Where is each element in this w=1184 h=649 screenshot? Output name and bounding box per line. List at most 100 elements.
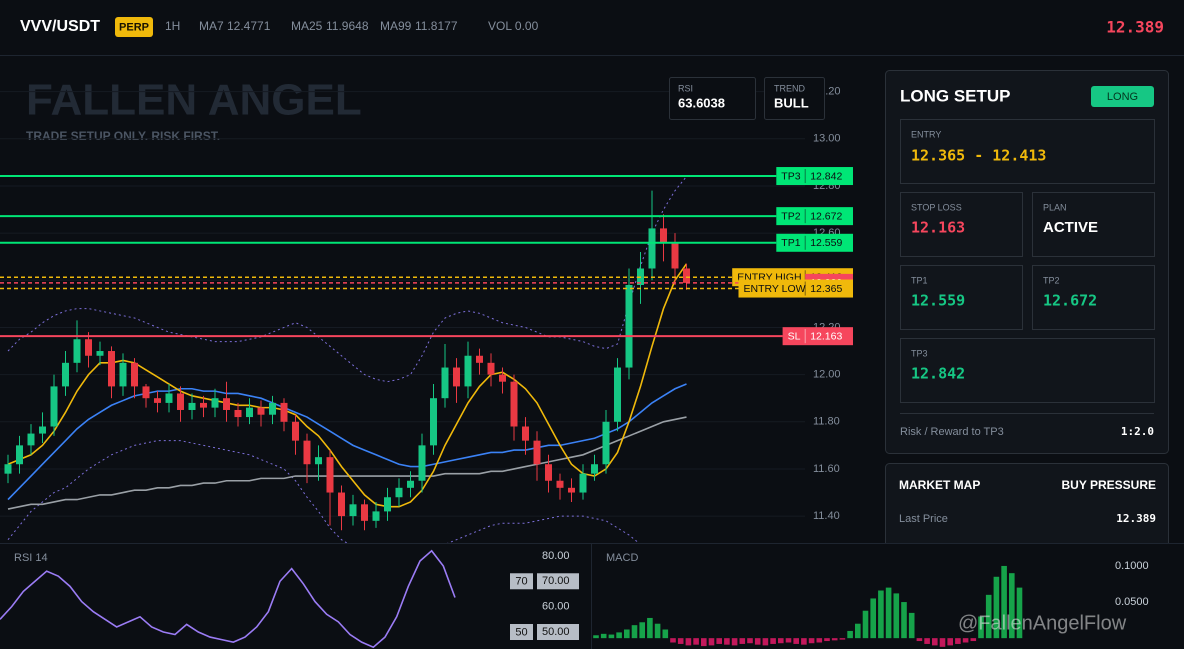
plan-value: ACTIVE: [1043, 219, 1098, 236]
market-title: MARKET MAP: [899, 478, 980, 492]
macd-bar: [716, 638, 722, 644]
macd-bar: [754, 638, 761, 645]
watermark-title: FALLEN ANGEL: [26, 76, 362, 125]
side-badge: LONG: [1107, 91, 1138, 103]
macd-bar: [793, 638, 799, 644]
ma-line: [7, 383, 687, 501]
plan-label: PLAN: [1043, 202, 1067, 212]
rsi-plot: [0, 549, 456, 649]
candle-body: [602, 421, 610, 465]
market-status: BUY PRESSURE: [1062, 478, 1156, 492]
macd-bar: [808, 638, 815, 644]
candle-body: [361, 504, 368, 521]
rsi-level-tag: [510, 624, 533, 641]
candle-body: [269, 402, 276, 415]
rsi-title: RSI 14: [14, 552, 48, 564]
candle-body: [510, 381, 518, 427]
candle-body: [50, 386, 58, 427]
rsi-tick-label: 60.00: [542, 601, 570, 613]
volume: VOL 0.00: [488, 19, 539, 33]
candle-body: [257, 407, 265, 415]
info-box: [764, 77, 825, 120]
candle-body: [4, 464, 12, 474]
candle-body: [625, 284, 633, 368]
candle-body: [648, 228, 656, 269]
level-label: ENTRY LOW: [744, 283, 806, 295]
ma-value: 11.8177: [415, 19, 458, 33]
level-value: 12.559: [810, 237, 842, 249]
y-tick-label: 12.00: [813, 369, 841, 381]
macd-bar: [701, 638, 707, 647]
level-tag: [738, 279, 853, 298]
candle-body: [131, 362, 138, 387]
level-value: 12.365: [810, 283, 842, 295]
candle-body: [292, 421, 299, 441]
rsi-tick-label: 80.00: [542, 550, 570, 562]
macd-bar: [724, 638, 730, 645]
macd-bar: [955, 638, 961, 644]
info-value: 63.6038: [678, 95, 725, 110]
macd-bar: [801, 638, 807, 645]
macd-bar: [893, 593, 900, 639]
candle-body: [326, 457, 334, 493]
plot: [4, 176, 690, 543]
macd-bar: [785, 638, 792, 643]
entry-box: [900, 119, 1155, 184]
macd-bar: [608, 634, 615, 639]
macd-bar: [885, 587, 892, 639]
macd-bar: [731, 638, 738, 646]
candle-body: [280, 402, 288, 422]
candle-body: [85, 339, 92, 356]
setup-card: [885, 70, 1169, 454]
macd-bar: [685, 638, 692, 646]
y-tick-label: 11.80: [813, 416, 840, 428]
level-value: 12.842: [810, 170, 842, 182]
macd-bar: [631, 625, 638, 639]
stop-box: [900, 192, 1023, 257]
candle-body: [234, 409, 242, 418]
macd-bar: [616, 632, 622, 639]
candle-body: [119, 362, 127, 387]
band-line: [7, 440, 640, 543]
candle-body: [315, 457, 322, 465]
macd-bar: [593, 635, 599, 639]
rsi-level-tag: [510, 573, 533, 590]
candle-body: [430, 398, 437, 446]
candle-body: [73, 339, 81, 363]
level-label: TP1: [781, 237, 800, 249]
macd-title: MACD: [606, 552, 638, 564]
rr-label: Risk / Reward to TP3: [900, 426, 1004, 438]
ma-name: MA25: [291, 19, 323, 33]
candle-body: [246, 407, 253, 418]
candle-body: [476, 355, 483, 363]
level-tag: [782, 327, 853, 346]
macd-bar: [970, 638, 977, 642]
macd-bar: [778, 638, 784, 644]
macd-bar: [962, 638, 969, 643]
tp-label: TP3: [911, 348, 928, 358]
candle-body: [499, 374, 506, 382]
candle-body: [39, 426, 46, 434]
macd-bar: [932, 638, 938, 646]
entry-label: ENTRY: [911, 129, 941, 139]
tp-box: [900, 338, 1155, 403]
level-tag: [776, 167, 853, 186]
symbol: VVV/USDT: [20, 18, 100, 35]
stop-value: 12.163: [911, 219, 965, 237]
macd-bar: [1001, 565, 1007, 639]
candle-body: [556, 480, 564, 488]
candle-body: [614, 367, 621, 422]
macd-bar: [908, 612, 915, 639]
tp-value: 12.559: [911, 292, 965, 310]
ma-value: 11.9648: [326, 19, 369, 33]
candle-body: [660, 228, 667, 243]
level-value: 12.672: [810, 210, 842, 222]
macd-bar: [647, 617, 653, 639]
candle-body: [177, 393, 184, 410]
ma-value: 12.4771: [227, 19, 271, 33]
tp-box: [1032, 265, 1155, 330]
candle-body: [568, 487, 575, 493]
macd-bar: [1009, 573, 1015, 639]
rsi-axis-highlight: [537, 573, 579, 590]
macd-tick-label: 0.1000: [1115, 560, 1149, 572]
